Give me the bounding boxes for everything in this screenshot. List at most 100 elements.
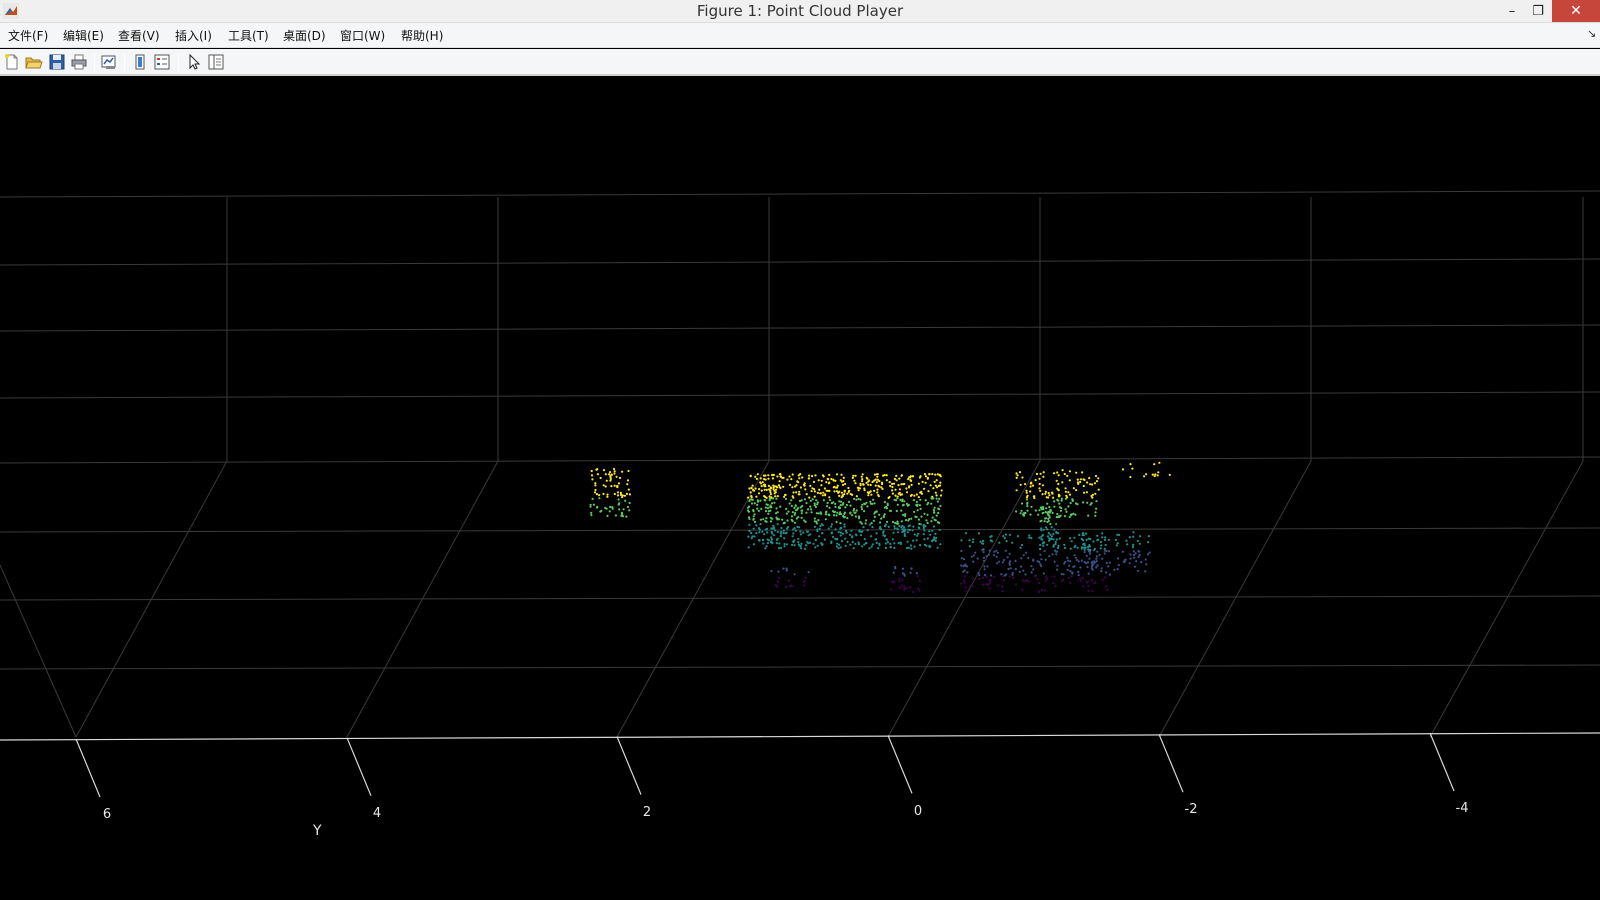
cloud-point <box>799 544 802 548</box>
cloud-point <box>877 547 880 550</box>
cloud-point <box>869 490 872 493</box>
cloud-point <box>1095 480 1099 483</box>
cloud-point <box>841 532 845 535</box>
cloud-point <box>838 513 841 516</box>
menu-desktop[interactable]: 桌面(D) <box>283 29 326 43</box>
cloud-point <box>1052 496 1055 499</box>
cloud-point <box>921 480 924 483</box>
cloud-point <box>1004 533 1008 536</box>
cloud-point <box>1047 513 1050 516</box>
cloud-point <box>934 532 937 535</box>
cloud-point <box>1132 543 1135 546</box>
cloud-point <box>1034 575 1037 578</box>
menu-window[interactable]: 窗口(W) <box>340 29 386 43</box>
grid-line <box>1429 460 1584 738</box>
restore-button[interactable]: ❐ <box>1532 3 1544 19</box>
cloud-point <box>785 531 788 534</box>
cloud-point <box>1016 474 1019 477</box>
save-icon[interactable] <box>48 53 66 71</box>
legend-icon[interactable] <box>153 53 171 71</box>
cloud-point <box>1020 557 1023 560</box>
cloud-point <box>1096 550 1099 553</box>
cloud-point <box>917 518 921 521</box>
open-file-icon[interactable] <box>25 53 43 71</box>
point-cloud-canvas[interactable] <box>0 77 1600 900</box>
cloud-point <box>1068 493 1072 496</box>
cloud-point <box>835 545 839 548</box>
cloud-point <box>882 474 885 477</box>
cloud-point <box>1060 497 1063 500</box>
cloud-point <box>1104 543 1107 547</box>
cloud-point <box>1116 533 1119 536</box>
cloud-point <box>813 502 816 505</box>
cloud-point <box>861 530 864 533</box>
cloud-point <box>1046 502 1049 505</box>
cloud-point <box>617 498 620 501</box>
menu-file[interactable]: 文件(F) <box>8 29 49 43</box>
pointer-icon[interactable] <box>185 53 203 71</box>
close-button[interactable]: ✕ <box>1552 0 1600 22</box>
cloud-point <box>871 502 874 505</box>
new-figure-icon[interactable] <box>3 53 21 71</box>
cloud-point <box>816 503 819 506</box>
cloud-point <box>810 508 813 511</box>
cloud-point <box>870 535 873 538</box>
cloud-point <box>1096 539 1099 542</box>
cloud-point <box>1019 483 1022 486</box>
cloud-point <box>989 574 993 577</box>
cloud-point <box>863 502 866 505</box>
menu-tools[interactable]: 工具(T) <box>228 29 269 43</box>
cloud-point <box>770 496 773 499</box>
cloud-point <box>764 510 768 513</box>
cloud-point <box>798 477 801 480</box>
cloud-point <box>819 492 823 495</box>
cloud-point <box>926 521 929 525</box>
cloud-point <box>933 536 936 539</box>
cloud-point <box>832 535 835 538</box>
y-tick-label: 6 <box>102 807 112 822</box>
cloud-point <box>750 502 754 505</box>
cloud-point <box>1046 543 1049 546</box>
cluster-wall <box>746 472 943 550</box>
cloud-point <box>928 472 931 476</box>
cloud-point <box>848 489 851 492</box>
colorbar-icon[interactable] <box>131 53 149 71</box>
cloud-point <box>748 487 751 490</box>
cloud-point <box>763 498 766 502</box>
menu-overflow-icon[interactable]: ↘ <box>1587 27 1597 40</box>
cloud-point <box>880 481 884 484</box>
cloud-point <box>898 577 901 580</box>
menu-insert[interactable]: 插入(I) <box>175 29 212 43</box>
link-plot-icon[interactable] <box>100 53 118 71</box>
cloud-point <box>1002 558 1006 562</box>
matlab-app-icon[interactable] <box>3 3 19 19</box>
cloud-point <box>772 524 775 527</box>
cloud-point <box>1070 513 1073 516</box>
cloud-point <box>752 515 755 518</box>
cloud-point <box>1128 536 1131 539</box>
cloud-point <box>1033 495 1036 498</box>
print-icon[interactable] <box>70 53 88 71</box>
menu-help[interactable]: 帮助(H) <box>401 29 444 43</box>
y-tick-label: 0 <box>913 804 923 819</box>
cloud-point <box>1050 526 1053 529</box>
cloud-point <box>1085 562 1088 565</box>
menu-edit[interactable]: 编辑(E) <box>63 29 104 43</box>
menu-view[interactable]: 查看(V) <box>118 29 160 43</box>
cloud-point <box>993 554 996 557</box>
cloud-point <box>793 527 796 530</box>
cloud-point <box>938 473 941 476</box>
cloud-point <box>826 489 829 492</box>
cloud-point <box>885 474 888 477</box>
cloud-point <box>867 480 870 483</box>
minimize-button[interactable]: – <box>1508 3 1516 19</box>
property-inspector-icon[interactable] <box>207 53 225 71</box>
cloud-point <box>1073 554 1076 557</box>
cloud-point <box>829 499 832 502</box>
cloud-point <box>769 509 772 512</box>
cloud-point <box>935 537 938 540</box>
point-cloud-axes[interactable]: 6 4 2 0 -2 -4 Y <box>0 77 1600 900</box>
cloud-point <box>834 505 837 508</box>
cloud-point <box>919 491 922 494</box>
cloud-point <box>1095 555 1098 558</box>
